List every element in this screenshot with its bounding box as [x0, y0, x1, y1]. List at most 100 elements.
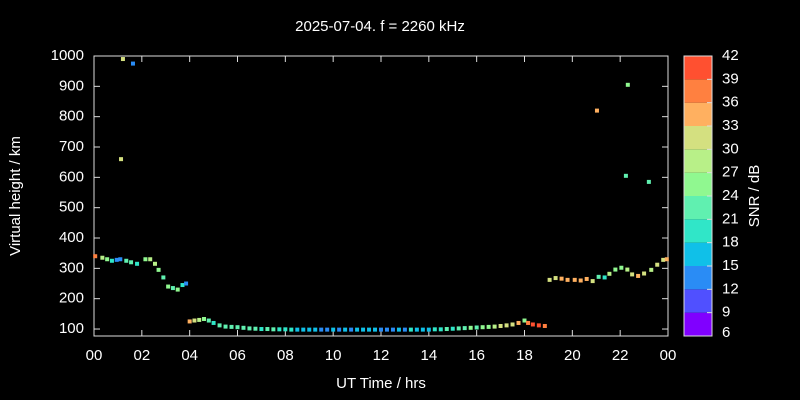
data-point — [526, 320, 531, 325]
x-tick-label: 12 — [373, 347, 390, 364]
data-point — [547, 277, 552, 282]
data-point — [349, 327, 354, 332]
data-point — [607, 271, 612, 276]
colorbar-tick-label: 18 — [722, 234, 739, 251]
data-point — [211, 320, 216, 325]
x-tick-label: 20 — [564, 347, 581, 364]
data-point — [93, 254, 98, 259]
colorbar-band — [684, 196, 712, 220]
y-tick-label: 1000 — [51, 47, 84, 64]
data-point — [313, 327, 318, 332]
x-tick-label: 02 — [133, 347, 150, 364]
data-point — [152, 261, 157, 266]
data-point — [498, 323, 503, 328]
data-point — [265, 327, 270, 332]
data-point — [661, 257, 666, 262]
x-axis-label: UT Time / hrs — [336, 375, 426, 392]
colorbar-band — [684, 289, 712, 313]
colorbar-band — [684, 102, 712, 126]
colorbar-band — [684, 149, 712, 173]
data-point — [259, 327, 264, 332]
colorbar-tick-label: 6 — [722, 324, 730, 341]
data-point — [289, 327, 294, 332]
data-point — [536, 323, 541, 328]
data-point — [130, 61, 135, 66]
data-point — [649, 267, 654, 272]
colorbar-band — [684, 219, 712, 243]
x-tick-label: 06 — [229, 347, 246, 364]
data-point — [590, 279, 595, 284]
data-point — [432, 327, 437, 332]
data-point — [646, 179, 651, 184]
data-point — [109, 258, 114, 263]
data-point — [594, 108, 599, 113]
colorbar-tick-label: 39 — [722, 70, 739, 87]
data-point — [319, 327, 324, 332]
data-point — [325, 327, 330, 332]
x-tick-label: 08 — [277, 347, 294, 364]
data-point — [192, 318, 197, 323]
data-point — [241, 325, 246, 330]
data-point — [170, 286, 175, 291]
data-point — [504, 323, 509, 328]
data-point — [462, 326, 467, 331]
data-point — [636, 273, 641, 278]
data-point — [337, 327, 342, 332]
y-axis-label: Virtual height / km — [7, 136, 24, 256]
colorbar-tick-label: 27 — [722, 164, 739, 181]
colorbar-tick-label: 33 — [722, 117, 739, 134]
colorbar-label: SNR / dB — [746, 165, 763, 228]
data-point — [630, 272, 635, 277]
data-point — [355, 327, 360, 332]
data-point — [390, 327, 395, 332]
data-point — [516, 320, 521, 325]
colorbar-band — [684, 79, 712, 103]
data-point — [229, 324, 234, 329]
data-point — [129, 260, 134, 265]
data-point — [223, 324, 228, 329]
data-point — [301, 327, 306, 332]
data-point — [253, 326, 258, 331]
colorbar-tick-label: 12 — [722, 280, 739, 297]
data-point — [166, 284, 171, 289]
data-point — [217, 323, 222, 328]
data-point — [522, 318, 527, 323]
data-point — [619, 265, 624, 270]
data-point — [271, 327, 276, 332]
data-point — [283, 327, 288, 332]
colorbar-band — [684, 312, 712, 336]
colorbar-band — [684, 56, 712, 80]
colorbar-band — [684, 266, 712, 290]
data-point — [379, 327, 383, 332]
data-point — [655, 262, 660, 267]
colorbar-band — [684, 172, 712, 196]
data-point — [247, 326, 252, 331]
data-point — [175, 287, 180, 292]
colorbar-tick-label: 30 — [722, 140, 739, 157]
data-point — [187, 319, 192, 324]
data-point — [474, 325, 479, 330]
data-point — [295, 327, 300, 332]
data-point — [492, 324, 497, 329]
y-tick-label: 200 — [59, 290, 84, 307]
data-point — [156, 267, 161, 272]
data-point — [480, 325, 485, 330]
data-point — [625, 82, 630, 87]
x-tick-label: 00 — [660, 347, 677, 364]
data-point — [124, 258, 129, 263]
colorbar-tick-label: 36 — [722, 94, 739, 111]
data-point — [161, 275, 166, 280]
data-point — [486, 324, 491, 329]
data-point — [642, 271, 647, 276]
data-point — [553, 276, 558, 281]
y-tick-label: 700 — [59, 138, 84, 155]
y-tick-label: 900 — [59, 77, 84, 94]
data-point — [235, 325, 240, 330]
data-point — [143, 257, 148, 262]
data-point — [625, 267, 630, 272]
plot-frame — [93, 55, 669, 337]
data-point — [408, 327, 413, 332]
data-point — [578, 278, 583, 283]
data-point — [180, 283, 185, 288]
colorbar-tick-label: 9 — [722, 304, 730, 321]
